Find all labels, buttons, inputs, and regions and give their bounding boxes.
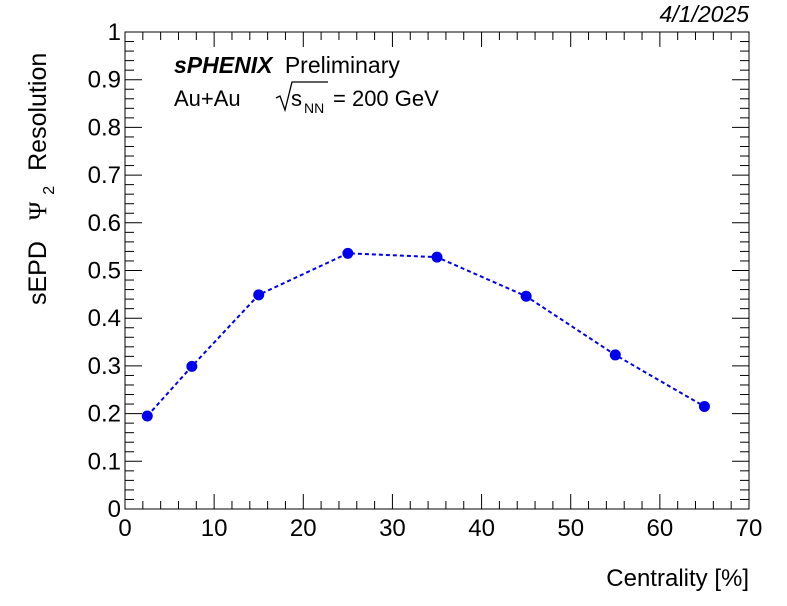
energy-symbol: s xyxy=(291,86,302,111)
y-axis-label-suffix: Resolution xyxy=(24,53,52,171)
axis-ticks xyxy=(124,31,750,510)
data-point xyxy=(186,360,198,372)
y-tick-label: 1 xyxy=(108,19,121,46)
y-tick-label: 0.7 xyxy=(88,162,121,189)
experiment-label: sPHENIX Preliminary xyxy=(174,52,400,78)
data-point xyxy=(253,289,265,301)
experiment-name: sPHENIX xyxy=(174,52,274,78)
x-tick-label: 50 xyxy=(557,515,584,542)
y-tick-label: 0.2 xyxy=(88,401,121,428)
x-tick-label: 60 xyxy=(647,515,674,542)
y-tick-label: 0.9 xyxy=(88,67,121,94)
x-tick-label: 70 xyxy=(736,515,763,542)
data-point xyxy=(431,251,443,263)
data-point xyxy=(141,410,153,422)
collision-system-label: Au+Au xyxy=(174,86,241,111)
y-tick-label: 0 xyxy=(108,496,121,523)
y-tick-label: 0.1 xyxy=(88,448,121,475)
x-axis-label: Centrality [%] xyxy=(606,565,749,592)
y-axis-label-subscript: 2 xyxy=(41,186,58,195)
y-tick-label: 0.6 xyxy=(88,210,121,237)
y-axis-label-prefix: sEPD xyxy=(24,241,52,305)
data-point xyxy=(520,290,532,302)
y-axis-label: sEPD Ψ 2 Resolution xyxy=(24,53,60,305)
energy-subscript: NN xyxy=(304,100,324,116)
x-tick-label: 40 xyxy=(468,515,495,542)
y-tick-label: 0.5 xyxy=(88,258,121,285)
data-series xyxy=(141,247,710,422)
experiment-status: Preliminary xyxy=(285,52,401,78)
x-tick-label: 10 xyxy=(201,515,228,542)
tick-labels: 0 10 20 30 40 50 60 70 0 0.1 0.2 0.3 0.4 0.5 0.6 0.7 0.8… xyxy=(88,19,763,542)
data-point xyxy=(342,247,354,259)
x-tick-label: 20 xyxy=(290,515,317,542)
data-point xyxy=(698,400,710,412)
x-tick-label: 0 xyxy=(118,515,131,542)
date-label: 4/1/2025 xyxy=(659,1,749,27)
y-tick-label: 0.3 xyxy=(88,353,121,380)
y-tick-label: 0.8 xyxy=(88,114,121,141)
sqrt-symbol xyxy=(275,81,328,113)
energy-value: = 200 GeV xyxy=(333,86,439,111)
data-point xyxy=(609,349,621,361)
x-tick-label: 30 xyxy=(379,515,406,542)
y-axis-label-symbol: Ψ xyxy=(25,201,52,220)
y-tick-label: 0.4 xyxy=(88,305,121,332)
series-line xyxy=(146,252,705,417)
